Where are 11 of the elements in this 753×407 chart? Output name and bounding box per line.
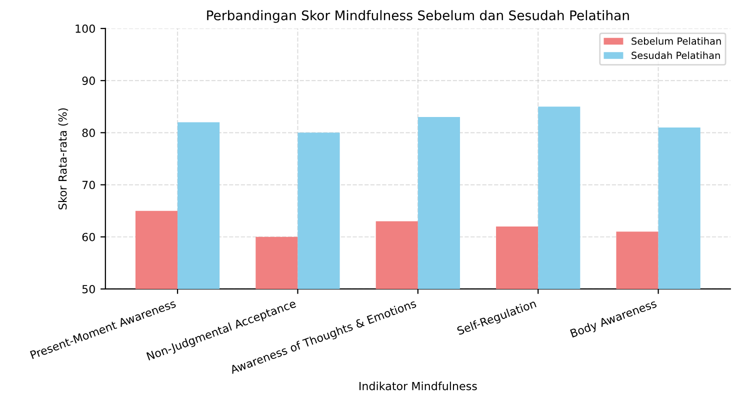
y-axis-title: Skor Rata-rata (%) [58,108,68,210]
x-axis-title: Indikator Mindfulness [359,382,477,390]
y-tick-label: 100 [76,24,95,33]
y-tick-label: 50 [82,284,95,294]
y-tick-label: 90 [82,76,95,85]
chart-title: Perbandingan Skor Mindfulness Sebelum dan Sesudah Pelatihan [207,10,629,23]
legend-label: Sebelum Pelatihan [632,37,721,45]
y-tick-label: 60 [82,232,95,242]
y-tick-label: 70 [82,180,95,190]
legend-label: Sesudah Pelatihan [632,52,720,60]
y-tick-label: 80 [82,128,95,138]
